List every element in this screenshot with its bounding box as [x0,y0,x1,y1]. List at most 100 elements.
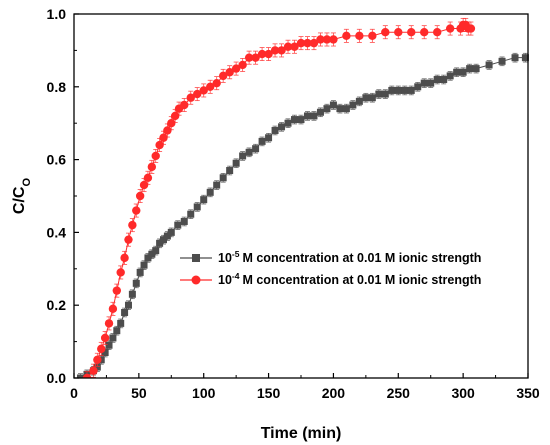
data-point-circle [277,46,286,55]
data-point-square [278,123,286,131]
legend-2-suffix: M concentration at 0.01 M ionic strength [242,273,481,287]
data-point-square [163,232,171,240]
data-point-square [310,112,318,120]
data-point-square [193,203,201,211]
data-point-square [498,57,506,65]
data-point-circle [89,366,98,375]
data-point-circle [155,140,164,150]
data-point-square [329,101,337,109]
data-point-square [93,363,101,371]
data-point-circle [466,24,476,33]
data-point-square [427,79,435,87]
data-point-circle [420,28,429,37]
data-point-square [472,65,480,73]
data-point-circle [143,173,153,182]
data-point-square [121,308,129,316]
series-2-line [86,24,471,378]
data-point-circle [212,78,221,88]
data-point-square [459,68,467,76]
data-point-circle [199,86,208,95]
series-1 [76,52,529,378]
legend-1-exponent: -5 [232,249,240,259]
data-point-circle [180,100,189,110]
data-point-square [407,86,415,94]
data-point-circle [244,53,254,62]
data-point-square [148,250,156,258]
data-point-square [160,236,168,244]
data-point-square [453,68,461,76]
data-point-circle [186,93,195,102]
data-point-circle [132,206,141,215]
data-point-square [316,108,324,116]
data-point-square [245,148,253,156]
data-point-circle [120,253,129,263]
data-point-circle [218,71,228,81]
series-layer [76,17,529,378]
x-axis: 0 50 100 150 200 250 300 350 [70,373,540,401]
data-point-square [433,76,441,84]
data-point-circle [163,126,172,135]
data-point-square [136,268,144,276]
data-point-circle [100,333,110,343]
x-axis-title: Time (min) [261,425,342,442]
svg-text:C/CO: C/CO [11,178,33,215]
data-point-circle [108,304,118,314]
data-point-square [226,167,234,175]
y-axis: 0.0 0.2 0.4 0.6 0.8 1.0 [47,6,79,386]
data-point-circle [206,82,215,92]
legend-item-2: 10-4 M concentration at 0.01 M ionic stre… [180,271,481,287]
x-tick-label: 50 [131,385,147,401]
data-point-square [440,76,448,84]
data-point-square [113,327,121,335]
data-point-square [128,290,136,298]
data-point-square [105,341,113,349]
data-point-circle [93,355,102,364]
data-point-circle [116,268,125,277]
data-point-circle [97,344,106,354]
x-tick-label: 200 [322,385,346,401]
legend-1-suffix: M concentration at 0.01 M ionic strength [242,251,481,265]
data-point-circle [394,28,403,37]
data-point-square [124,301,132,309]
series-1-line [80,57,526,378]
data-point-square [109,334,117,342]
x-tick-label: 350 [516,385,540,401]
data-point-circle [270,46,280,55]
svg-text:10-4M concentration at 0.01 M: 10-4 M concentration at 0.01 M ionic stre… [218,271,481,287]
data-point-circle [151,151,160,161]
data-point-circle [238,60,247,70]
data-point-square [291,116,299,124]
data-point-square [132,279,140,287]
data-point-square [521,54,529,62]
y-tick-label: 0.6 [47,152,67,168]
data-point-square [252,145,260,153]
data-point-square [284,119,292,127]
y-tick-label: 0.4 [47,224,67,240]
data-point-square [76,374,84,378]
y-tick-label: 1.0 [47,6,67,22]
data-point-circle [355,31,364,41]
data-point-square [271,126,279,134]
data-point-circle [225,68,234,77]
data-point-square [394,86,402,94]
data-point-circle [170,111,180,121]
data-point-circle [316,35,325,44]
legend: 10-5 M concentration at 0.01 M ionic stre… [180,249,481,287]
data-point-circle [251,53,260,62]
data-point-square [375,90,383,98]
data-point-square [362,94,370,102]
data-point-circle [147,162,157,172]
data-point-square [101,349,109,357]
data-point-circle [322,35,332,44]
data-point-square [187,210,195,218]
data-point-square [323,105,331,113]
legend-2-base: 10 [218,273,232,287]
y-tick-label: 0.0 [47,370,67,386]
data-point-square [140,261,148,269]
data-point-square [355,97,363,105]
legend-marker-circle [191,275,201,285]
data-point-circle [381,28,390,37]
data-point-circle [342,31,351,41]
data-point-circle [368,31,377,41]
